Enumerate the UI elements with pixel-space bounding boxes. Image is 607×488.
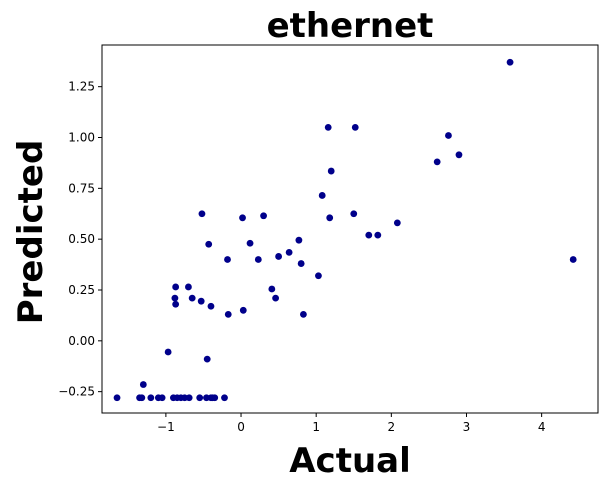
x-tick-label: 3 bbox=[463, 420, 471, 434]
scatter-point bbox=[506, 58, 514, 66]
scatter-point bbox=[136, 394, 143, 402]
scatter-point bbox=[318, 192, 326, 199]
scatter-point bbox=[196, 394, 204, 402]
ticks-layer: −1 0 1 2 3 4 −0.25 0.00 0.25 0.50 0.75 1.00 1.25 bbox=[58, 80, 545, 434]
scatter-point bbox=[433, 158, 441, 166]
y-tick-label: 1.25 bbox=[68, 80, 95, 94]
x-tick-label: 2 bbox=[388, 420, 396, 434]
scatter-point bbox=[171, 294, 179, 302]
scatter-point bbox=[185, 394, 193, 402]
scatter-point bbox=[365, 231, 373, 239]
scatter-point bbox=[268, 285, 276, 293]
chart-title: ethernet bbox=[267, 6, 434, 46]
scatter-point bbox=[172, 283, 180, 291]
y-axis-label: Predicted bbox=[11, 140, 51, 325]
scatter-point bbox=[139, 381, 147, 388]
scatter-point bbox=[203, 355, 211, 363]
x-tick-label: −1 bbox=[157, 420, 175, 434]
scatter-point bbox=[315, 272, 322, 280]
y-tick-label: 0.00 bbox=[68, 334, 95, 348]
scatter-point bbox=[221, 394, 228, 402]
scatter-point bbox=[224, 310, 232, 318]
y-tick-label: 0.75 bbox=[68, 181, 95, 195]
points-layer bbox=[113, 58, 577, 402]
x-tick-label: 4 bbox=[538, 420, 546, 434]
scatter-point bbox=[324, 123, 332, 131]
scatter-point bbox=[300, 310, 307, 318]
scatter-point bbox=[285, 248, 293, 256]
scatter-point bbox=[455, 151, 463, 159]
scatter-point bbox=[164, 348, 172, 356]
scatter-point bbox=[147, 394, 155, 402]
scatter-point bbox=[295, 236, 303, 244]
x-tick-label: 0 bbox=[237, 420, 245, 434]
scatter-point bbox=[374, 231, 382, 239]
scatter-point bbox=[198, 210, 206, 218]
y-tick-label: 0.25 bbox=[68, 283, 95, 297]
scatter-point bbox=[327, 167, 335, 175]
scatter-point bbox=[188, 294, 196, 302]
scatter-point bbox=[246, 239, 254, 247]
scatter-point bbox=[275, 253, 283, 260]
scatter-point bbox=[113, 394, 121, 402]
scatter-point bbox=[197, 297, 205, 305]
scatter-point bbox=[254, 256, 262, 263]
scatter-point bbox=[260, 212, 267, 220]
scatter-point bbox=[239, 214, 246, 222]
y-tick-label: 1.00 bbox=[68, 131, 95, 145]
scatter-point bbox=[224, 256, 231, 263]
scatter-point bbox=[272, 294, 279, 302]
y-tick-label: −0.25 bbox=[58, 385, 95, 399]
scatter-point bbox=[205, 240, 213, 248]
scatter-point bbox=[297, 260, 305, 267]
scatter-point bbox=[326, 214, 334, 222]
scatter-point bbox=[350, 210, 358, 218]
scatter-point bbox=[211, 394, 219, 402]
scatter-point bbox=[569, 256, 577, 263]
scatter-point bbox=[445, 132, 452, 139]
x-tick-label: 1 bbox=[312, 420, 320, 434]
plot-frame bbox=[101, 44, 599, 414]
scatter-point bbox=[172, 300, 180, 308]
x-axis-label: Actual bbox=[289, 441, 411, 481]
y-tick-label: 0.50 bbox=[68, 232, 95, 246]
scatter-point bbox=[158, 394, 166, 402]
scatter-point bbox=[239, 306, 247, 314]
scatter-point bbox=[351, 123, 359, 131]
scatter-point bbox=[185, 283, 192, 291]
scatter-point bbox=[393, 219, 401, 227]
scatter-point bbox=[207, 302, 215, 310]
